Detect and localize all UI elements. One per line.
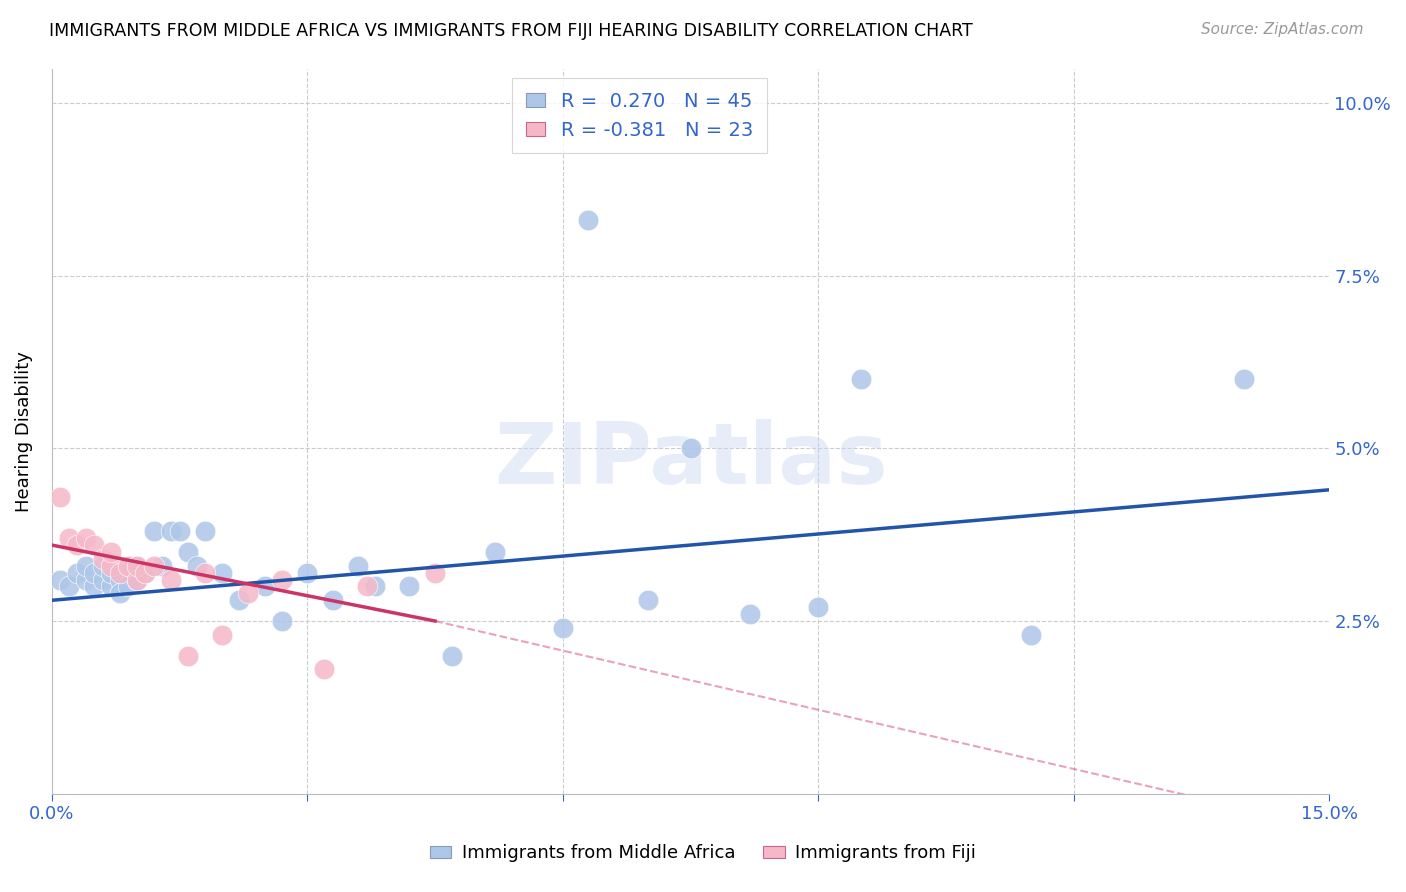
Point bbox=[551, 621, 574, 635]
Text: Source: ZipAtlas.com: Source: ZipAtlas.com bbox=[1201, 22, 1364, 37]
Point bbox=[270, 573, 292, 587]
Point bbox=[637, 593, 659, 607]
Point bbox=[143, 524, 166, 539]
Point bbox=[253, 579, 276, 593]
Point bbox=[117, 579, 139, 593]
Point bbox=[100, 579, 122, 593]
Point bbox=[236, 586, 259, 600]
Point bbox=[807, 600, 830, 615]
Point bbox=[194, 566, 217, 580]
Point bbox=[49, 490, 72, 504]
Text: IMMIGRANTS FROM MIDDLE AFRICA VS IMMIGRANTS FROM FIJI HEARING DISABILITY CORRELA: IMMIGRANTS FROM MIDDLE AFRICA VS IMMIGRA… bbox=[49, 22, 973, 40]
Point bbox=[125, 573, 148, 587]
Point bbox=[83, 579, 105, 593]
Point bbox=[75, 558, 97, 573]
Point bbox=[125, 558, 148, 573]
Point bbox=[270, 614, 292, 628]
Point bbox=[356, 579, 378, 593]
Point bbox=[314, 662, 336, 676]
Point bbox=[66, 538, 89, 552]
Point bbox=[194, 524, 217, 539]
Point bbox=[484, 545, 506, 559]
Point bbox=[1019, 628, 1042, 642]
Point bbox=[364, 579, 387, 593]
Point bbox=[441, 648, 464, 663]
Point bbox=[83, 538, 105, 552]
Point bbox=[91, 558, 114, 573]
Legend: Immigrants from Middle Africa, Immigrants from Fiji: Immigrants from Middle Africa, Immigrant… bbox=[423, 838, 983, 870]
Point bbox=[91, 573, 114, 587]
Point bbox=[322, 593, 344, 607]
Point bbox=[108, 566, 131, 580]
Point bbox=[160, 524, 183, 539]
Point bbox=[423, 566, 446, 580]
Point bbox=[849, 372, 872, 386]
Point bbox=[100, 558, 122, 573]
Point bbox=[211, 628, 233, 642]
Point bbox=[83, 566, 105, 580]
Point bbox=[186, 558, 208, 573]
Point bbox=[576, 213, 599, 227]
Point bbox=[134, 566, 156, 580]
Point bbox=[75, 573, 97, 587]
Point bbox=[1233, 372, 1256, 386]
Point bbox=[398, 579, 420, 593]
Point bbox=[169, 524, 191, 539]
Point bbox=[160, 573, 183, 587]
Point bbox=[108, 586, 131, 600]
Point bbox=[177, 545, 200, 559]
Point bbox=[125, 558, 148, 573]
Point bbox=[297, 566, 319, 580]
Point bbox=[177, 648, 200, 663]
Point bbox=[211, 566, 233, 580]
Point bbox=[100, 566, 122, 580]
Point bbox=[91, 552, 114, 566]
Point bbox=[143, 558, 166, 573]
Legend: R =  0.270   N = 45, R = -0.381   N = 23: R = 0.270 N = 45, R = -0.381 N = 23 bbox=[512, 78, 766, 153]
Point bbox=[228, 593, 250, 607]
Point bbox=[134, 566, 156, 580]
Point bbox=[117, 558, 139, 573]
Point bbox=[75, 531, 97, 545]
Point bbox=[125, 573, 148, 587]
Text: ZIPatlas: ZIPatlas bbox=[494, 418, 887, 501]
Point bbox=[58, 531, 80, 545]
Y-axis label: Hearing Disability: Hearing Disability bbox=[15, 351, 32, 511]
Point bbox=[740, 607, 762, 621]
Point bbox=[152, 558, 174, 573]
Point bbox=[347, 558, 370, 573]
Point bbox=[66, 566, 89, 580]
Point bbox=[679, 442, 702, 456]
Point bbox=[117, 558, 139, 573]
Point bbox=[108, 573, 131, 587]
Point bbox=[58, 579, 80, 593]
Point bbox=[100, 545, 122, 559]
Point bbox=[49, 573, 72, 587]
